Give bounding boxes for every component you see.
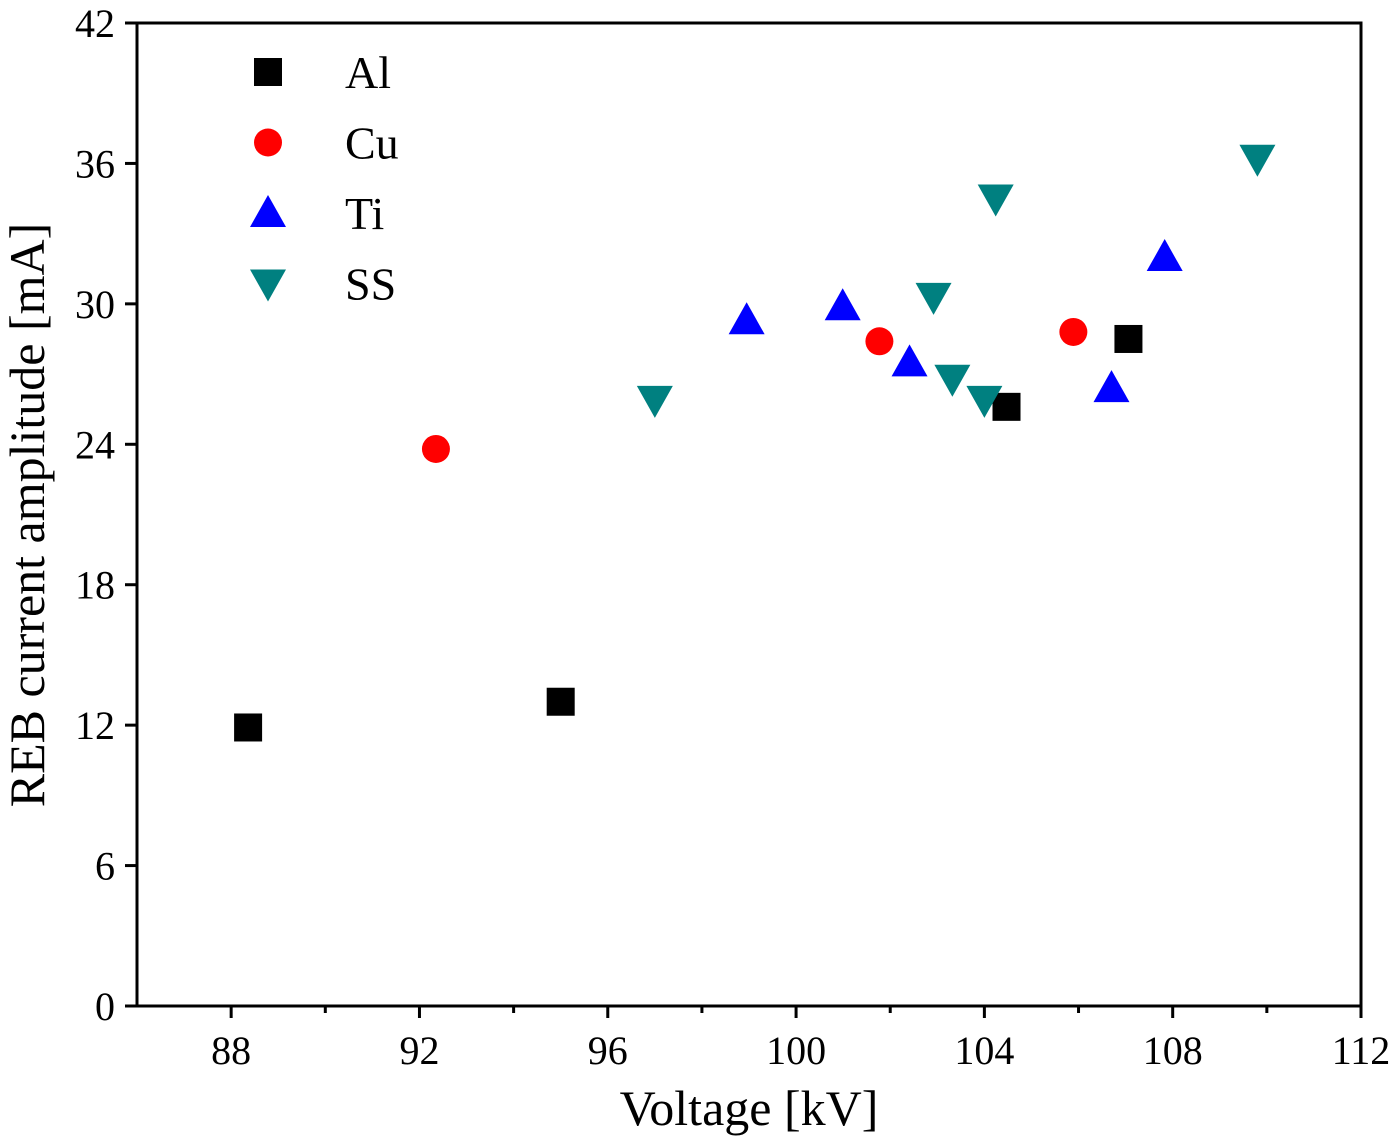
x-tick-label: 100 xyxy=(766,1028,826,1073)
marker xyxy=(966,385,1003,418)
marker xyxy=(915,282,952,315)
plot-frame xyxy=(135,21,1363,1008)
marker xyxy=(891,344,928,377)
y-tick-label: 42 xyxy=(75,1,115,46)
marker xyxy=(1239,144,1276,177)
marker xyxy=(1114,324,1143,353)
marker xyxy=(1093,370,1130,403)
marker xyxy=(728,302,765,335)
x-tick-label: 96 xyxy=(588,1028,628,1073)
y-tick-label: 6 xyxy=(95,844,115,889)
marker xyxy=(1146,239,1183,272)
marker xyxy=(234,713,263,742)
legend-marker xyxy=(254,128,282,157)
marker xyxy=(865,327,894,356)
marker xyxy=(824,288,861,321)
y-tick-label: 18 xyxy=(75,563,115,608)
legend-marker xyxy=(254,58,282,86)
x-tick-label: 92 xyxy=(399,1028,439,1073)
marker xyxy=(636,385,673,418)
x-tick-label: 108 xyxy=(1143,1028,1203,1073)
legend-label: Ti xyxy=(345,188,384,239)
marker xyxy=(977,184,1014,217)
marker xyxy=(421,434,450,463)
marker xyxy=(992,392,1021,421)
y-tick-label: 24 xyxy=(75,422,115,467)
legend-marker xyxy=(250,269,286,302)
x-axis-title: Voltage [kV] xyxy=(620,1080,879,1136)
x-tick-label: 104 xyxy=(954,1028,1014,1073)
legend-label: Cu xyxy=(345,118,399,169)
y-tick-label: 0 xyxy=(95,984,115,1029)
legend-label: SS xyxy=(345,259,396,310)
legend-label: Al xyxy=(345,47,391,98)
marker xyxy=(934,364,971,397)
legend-marker xyxy=(250,195,286,227)
y-tick-label: 12 xyxy=(75,703,115,748)
y-axis-title: REB current amplitude [mA] xyxy=(0,223,55,808)
x-tick-label: 88 xyxy=(211,1028,251,1073)
marker xyxy=(546,687,575,716)
y-tick-label: 36 xyxy=(75,141,115,186)
y-tick-label: 30 xyxy=(75,282,115,327)
marker xyxy=(1059,317,1088,346)
x-tick-label: 112 xyxy=(1332,1028,1391,1073)
